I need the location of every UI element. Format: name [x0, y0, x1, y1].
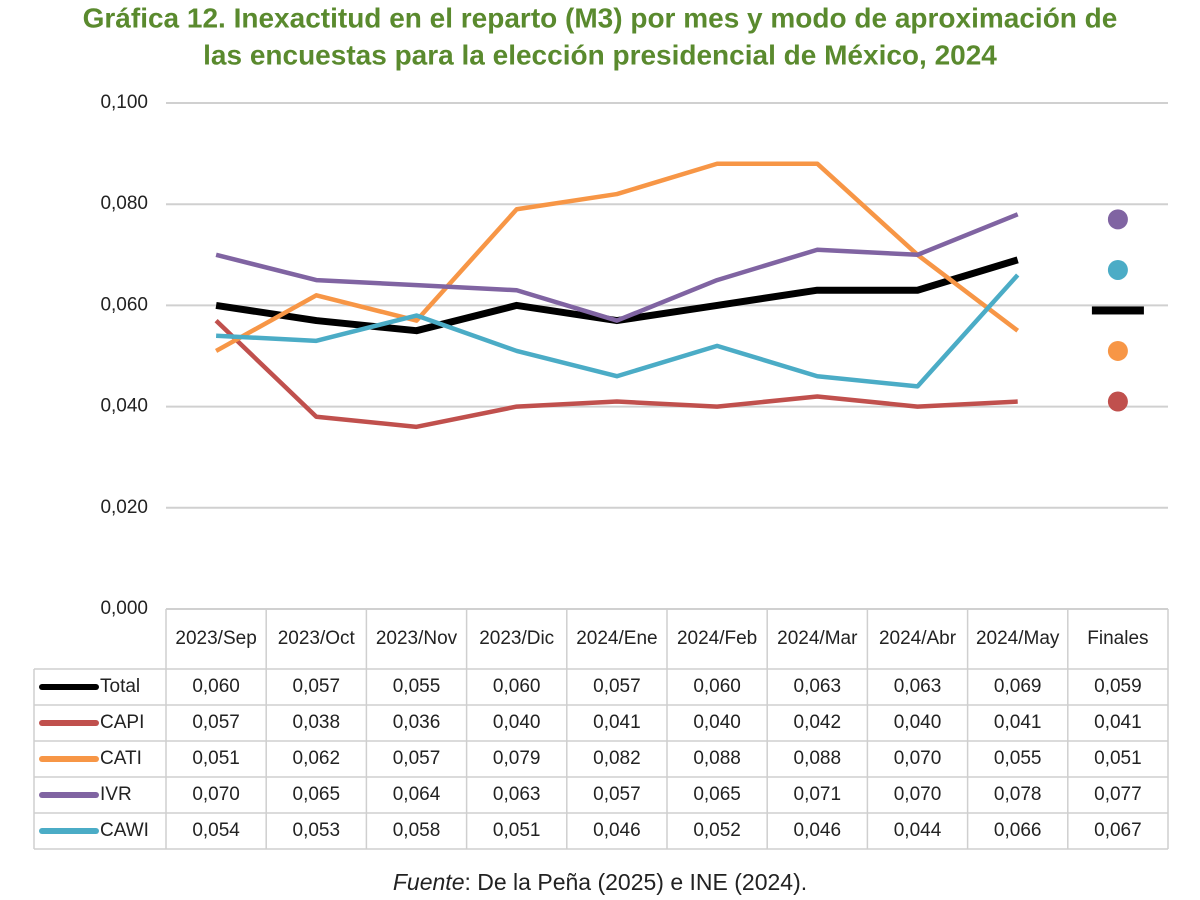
table-cell: 0,044	[894, 820, 942, 841]
table-cell: 0,060	[192, 676, 240, 697]
table-cell: 0,058	[393, 820, 441, 841]
series-line	[215, 273, 1020, 389]
table-cell: 0,088	[794, 748, 842, 769]
table-cell: 0,042	[794, 712, 842, 733]
x-tick-label: 2024/May	[976, 628, 1060, 649]
table-cell: 0,079	[493, 748, 541, 769]
table-cell: 0,077	[1094, 784, 1142, 805]
table-cell: 0,059	[1094, 676, 1142, 697]
table-cell: 0,063	[894, 676, 942, 697]
table-cell: 0,036	[393, 712, 441, 733]
table-cell: 0,055	[393, 676, 441, 697]
series-line	[215, 161, 1020, 353]
x-tick-label: 2024/Ene	[576, 628, 657, 649]
table-cell: 0,069	[994, 676, 1042, 697]
table-cell: 0,051	[1094, 748, 1142, 769]
legend-label: Total	[100, 676, 140, 697]
table-cell: 0,071	[794, 784, 842, 805]
legend-label: CATI	[100, 748, 142, 769]
table-cell: 0,057	[593, 784, 641, 805]
table-cell: 0,078	[994, 784, 1042, 805]
y-tick-label: 0,080	[100, 193, 148, 214]
table-cell: 0,063	[794, 676, 842, 697]
x-tick-label: 2023/Nov	[376, 628, 458, 649]
final-marker	[1107, 340, 1128, 361]
x-tick-label: 2023/Dic	[479, 628, 554, 649]
x-tick-label: 2023/Oct	[278, 628, 356, 649]
y-tick-label: 0,020	[100, 497, 148, 518]
table-cell: 0,062	[293, 748, 341, 769]
table-cell: 0,070	[192, 784, 240, 805]
table-cell: 0,041	[593, 712, 641, 733]
table-cell: 0,040	[894, 712, 942, 733]
legend-label: CAPI	[100, 712, 144, 733]
table-cell: 0,046	[794, 820, 842, 841]
table-cell: 0,040	[693, 712, 741, 733]
table-cell: 0,067	[1094, 820, 1142, 841]
table-cell: 0,070	[894, 748, 942, 769]
table-cell: 0,065	[693, 784, 741, 805]
series-line	[215, 212, 1019, 323]
y-tick-label: 0,060	[100, 294, 148, 315]
table-cell: 0,066	[994, 820, 1042, 841]
table-cell: 0,057	[293, 676, 341, 697]
chart-title: Gráfica 12. Inexactitud en el reparto (M…	[83, 2, 1118, 33]
source: Fuente: De la Peña (2025) e INE (2024).	[393, 869, 807, 895]
x-tick-label: 2024/Feb	[677, 628, 757, 649]
table-cell: 0,060	[493, 676, 541, 697]
table-cell: 0,082	[593, 748, 641, 769]
table-cell: 0,060	[693, 676, 741, 697]
table-cell: 0,041	[1094, 712, 1142, 733]
table-cell: 0,040	[493, 712, 541, 733]
y-tick-label: 0,000	[100, 598, 148, 619]
table-cell: 0,063	[493, 784, 541, 805]
y-tick-label: 0,100	[100, 92, 148, 113]
table-cell: 0,057	[393, 748, 441, 769]
table-cell: 0,088	[693, 748, 741, 769]
table-cell: 0,064	[393, 784, 441, 805]
x-tick-label: 2023/Sep	[175, 628, 256, 649]
x-tick-label: Finales	[1087, 628, 1148, 649]
table-cell: 0,041	[994, 712, 1042, 733]
table-cell: 0,065	[293, 784, 341, 805]
table-cell: 0,057	[593, 676, 641, 697]
table-cell: 0,046	[593, 820, 641, 841]
final-marker	[1091, 306, 1144, 315]
final-marker	[1107, 391, 1128, 412]
x-tick-label: 2024/Abr	[879, 628, 957, 649]
table-cell: 0,054	[192, 820, 240, 841]
final-marker	[1107, 259, 1128, 280]
table-cell: 0,055	[994, 748, 1042, 769]
source-text: : De la Peña (2025) e INE (2024).	[464, 869, 807, 895]
legend-label: IVR	[100, 784, 132, 805]
table-cell: 0,053	[293, 820, 341, 841]
source-label: Fuente	[393, 869, 465, 895]
legend-label: CAWI	[100, 820, 149, 841]
table-cell: 0,070	[894, 784, 942, 805]
final-marker	[1107, 209, 1128, 230]
x-tick-label: 2024/Mar	[777, 628, 858, 649]
table-cell: 0,038	[293, 712, 341, 733]
table-cell: 0,052	[693, 820, 741, 841]
series-line	[214, 318, 1018, 430]
table-cell: 0,051	[493, 820, 541, 841]
y-tick-label: 0,040	[100, 396, 148, 417]
table-cell: 0,051	[192, 748, 240, 769]
chart-title: las encuestas para la elección presidenc…	[203, 39, 997, 70]
table-cell: 0,057	[192, 712, 240, 733]
